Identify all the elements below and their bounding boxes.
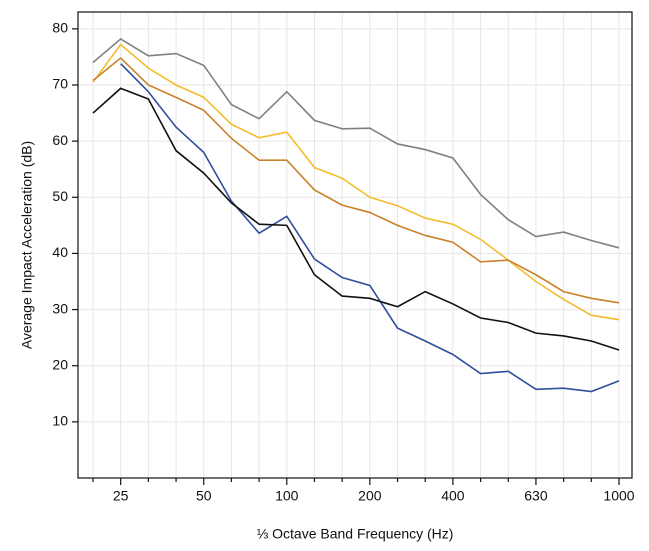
y-tick-label: 30 — [52, 300, 68, 316]
series-line — [92, 87, 620, 351]
x-tick-label: 25 — [113, 488, 129, 504]
x-tick-label: 630 — [524, 488, 548, 504]
y-tick-label: 10 — [52, 413, 68, 429]
plot-frame — [77, 11, 633, 479]
x-tick-label: 400 — [441, 488, 465, 504]
series-line — [92, 37, 620, 249]
y-tick-label: 50 — [52, 188, 68, 204]
y-axis-label: Average Impact Acceleration (dB) — [19, 141, 35, 349]
y-tick-label: 20 — [52, 356, 68, 372]
y-tick-label: 40 — [52, 244, 68, 260]
y-tick-label: 60 — [52, 132, 68, 148]
y-tick-label: 80 — [52, 20, 68, 36]
series-line — [120, 63, 620, 393]
series-line — [92, 56, 620, 304]
x-tick-label: 50 — [196, 488, 212, 504]
x-tick-label: 200 — [358, 488, 382, 504]
x-tick-label: 1000 — [603, 488, 634, 504]
x-axis-label: ⅓ Octave Band Frequency (Hz) — [257, 526, 454, 542]
series-line — [92, 43, 620, 321]
x-tick-label: 100 — [275, 488, 299, 504]
y-tick-label: 70 — [52, 76, 68, 92]
